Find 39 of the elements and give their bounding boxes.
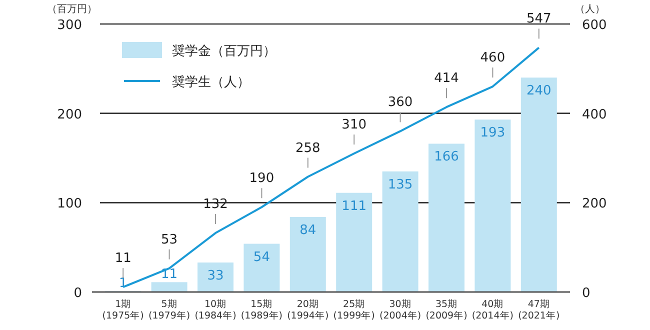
x-tick-label: 20期 (1994年) bbox=[287, 298, 329, 322]
data-label: 258 bbox=[295, 140, 320, 156]
x-tick-label: 10期 (1984年) bbox=[194, 298, 236, 322]
x-tick-label: 15期 (1989年) bbox=[240, 298, 282, 322]
data-label: 414 bbox=[434, 71, 459, 86]
data-label: 53 bbox=[161, 232, 178, 248]
y-tick-label: 200 bbox=[57, 107, 82, 122]
y-axis-title: （百万円） bbox=[47, 4, 97, 15]
y-tick-label: 300 bbox=[57, 18, 82, 33]
data-label: 190 bbox=[249, 171, 274, 186]
data-label: 360 bbox=[388, 95, 413, 110]
x-tick-label: 1期 (1975年) bbox=[102, 298, 144, 322]
data-label: 310 bbox=[342, 118, 367, 133]
data-label: 166 bbox=[434, 150, 459, 165]
y-tick-label: 100 bbox=[57, 196, 82, 212]
x-tick-label: 40期 (2014年) bbox=[472, 298, 514, 322]
data-label: 84 bbox=[300, 222, 316, 238]
x-tick-label: 30期 (2004年) bbox=[380, 298, 422, 322]
data-label: 135 bbox=[388, 177, 413, 192]
x-tick-label: 5期 (1979年) bbox=[148, 298, 190, 322]
x-tick-label: 35期 (2009年) bbox=[426, 298, 468, 322]
data-label: 33 bbox=[207, 268, 224, 284]
y-tick-label: 0 bbox=[74, 286, 82, 301]
data-label: 193 bbox=[480, 126, 506, 141]
y2-axis-title: （人） bbox=[575, 4, 605, 15]
legend-label: 奨学金（百万円） bbox=[172, 44, 276, 59]
data-label: 547 bbox=[526, 12, 552, 27]
y2-tick-label: 600 bbox=[582, 18, 607, 33]
y2-tick-label: 200 bbox=[582, 196, 607, 212]
data-label: 240 bbox=[526, 84, 552, 99]
data-label: 460 bbox=[480, 50, 506, 66]
y2-tick-label: 400 bbox=[582, 107, 607, 122]
x-tick-label: 25期 (1999年) bbox=[333, 298, 375, 322]
legend-label: 奨学生（人） bbox=[172, 75, 250, 90]
y2-tick-label: 0 bbox=[582, 286, 590, 301]
data-label: 111 bbox=[342, 198, 367, 214]
data-label: 11 bbox=[114, 251, 132, 266]
x-tick-label: 47期 (2021年) bbox=[518, 298, 560, 322]
data-label: 54 bbox=[253, 250, 270, 265]
